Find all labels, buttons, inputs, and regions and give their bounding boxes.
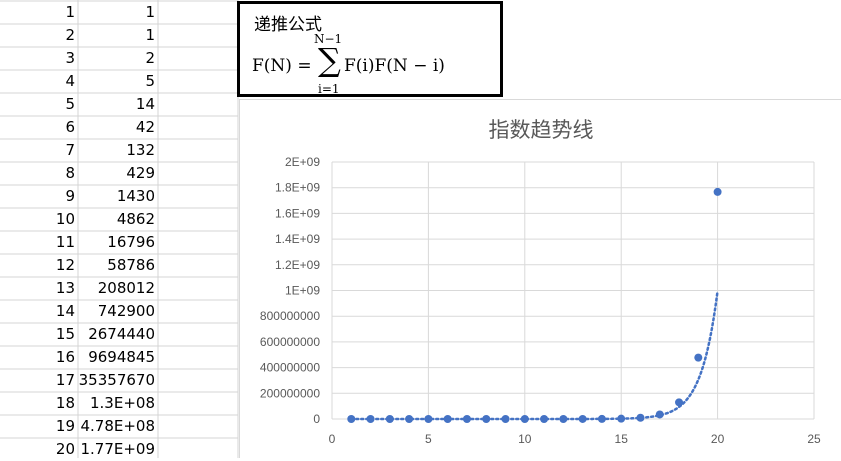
cell-n[interactable]: 1 xyxy=(65,3,75,21)
data-point[interactable] xyxy=(501,414,510,423)
x-tick-label: 25 xyxy=(807,432,821,446)
formula-upper-limit: N−1 xyxy=(314,32,343,46)
y-tick-label: 2E+09 xyxy=(285,155,320,169)
cell-value[interactable]: 9694845 xyxy=(88,348,155,366)
data-point[interactable] xyxy=(675,398,684,407)
cell-n[interactable]: 15 xyxy=(55,325,75,343)
y-tick-label: 600000000 xyxy=(260,335,320,349)
sigma-symbol: ∑ xyxy=(318,41,341,79)
y-tick-label: 1.8E+09 xyxy=(275,181,320,195)
formula-textbox[interactable]: 递推公式 F(N) = N−1 ∑ i=1 F(i)F(N − i) xyxy=(237,1,503,97)
cell-n[interactable]: 12 xyxy=(55,256,75,274)
x-tick-label: 0 xyxy=(329,432,336,446)
cell-value[interactable]: 2 xyxy=(145,49,155,67)
formula-lower-limit: i=1 xyxy=(318,82,340,96)
data-point[interactable] xyxy=(482,414,491,423)
cell-value[interactable]: 16796 xyxy=(107,233,155,251)
cell-value[interactable]: 5 xyxy=(145,72,155,90)
cell-value[interactable]: 42 xyxy=(135,118,155,136)
exponential-trendline xyxy=(350,289,719,421)
data-point[interactable] xyxy=(578,414,587,423)
data-point[interactable] xyxy=(405,415,414,423)
data-point[interactable] xyxy=(694,353,703,362)
cell-n[interactable]: 8 xyxy=(65,164,75,182)
y-tick-label: 800000000 xyxy=(260,309,320,323)
y-tick-label: 1.6E+09 xyxy=(275,206,320,220)
data-point[interactable] xyxy=(559,414,568,423)
data-point[interactable] xyxy=(540,414,549,423)
cell-n[interactable]: 6 xyxy=(65,118,75,136)
x-tick-label: 5 xyxy=(425,432,432,446)
y-tick-label: 1.2E+09 xyxy=(275,258,320,272)
cell-value[interactable]: 1 xyxy=(145,3,155,21)
y-tick-label: 1E+09 xyxy=(285,284,320,298)
cell-n[interactable]: 14 xyxy=(55,302,75,320)
scatter-chart: 0 200000000 400000000 600000000 800000000 1E+… xyxy=(260,155,821,446)
cell-n[interactable]: 16 xyxy=(55,348,75,366)
cell-value[interactable]: 429 xyxy=(126,164,155,182)
x-tick-label: 15 xyxy=(615,432,629,446)
cell-n[interactable]: 10 xyxy=(55,210,75,228)
data-point[interactable] xyxy=(385,415,394,423)
y-tick-label: 0 xyxy=(313,412,320,426)
cell-n[interactable]: 5 xyxy=(65,95,75,113)
y-tick-label: 1.4E+09 xyxy=(275,232,320,246)
data-point[interactable] xyxy=(347,415,356,423)
cell-n[interactable]: 20 xyxy=(55,440,75,458)
data-point[interactable] xyxy=(462,414,471,423)
cell-n[interactable]: 18 xyxy=(55,394,75,412)
cell-n[interactable]: 3 xyxy=(65,49,75,67)
cell-n[interactable]: 11 xyxy=(55,233,75,251)
data-point[interactable] xyxy=(366,415,375,423)
x-tick-label: 20 xyxy=(711,432,725,446)
cell-n[interactable]: 4 xyxy=(65,72,75,90)
data-point[interactable] xyxy=(520,414,529,423)
cell-n[interactable]: 17 xyxy=(55,371,75,389)
cell-n[interactable]: 9 xyxy=(65,187,75,205)
cell-value[interactable]: 1430 xyxy=(116,187,155,205)
cell-value[interactable]: 1.3E+08 xyxy=(90,394,155,412)
cell-n[interactable]: 7 xyxy=(65,141,75,159)
data-point[interactable] xyxy=(597,414,606,423)
cell-n[interactable]: 19 xyxy=(55,417,75,435)
formula-lhs: F(N) = xyxy=(252,56,312,76)
cell-value[interactable]: 1.77E+09 xyxy=(80,440,155,458)
cell-value[interactable]: 58786 xyxy=(107,256,155,274)
data-point[interactable] xyxy=(636,413,645,422)
cell-n[interactable]: 2 xyxy=(65,26,75,44)
chart-area[interactable]: 指数趋势线 0 200000000 400000000 600000000 800000… xyxy=(239,99,841,458)
x-tick-label: 10 xyxy=(518,432,532,446)
cell-value[interactable]: 35357670 xyxy=(78,371,155,389)
y-tick-label: 400000000 xyxy=(260,361,320,375)
data-point[interactable] xyxy=(617,414,626,423)
y-tick-label: 200000000 xyxy=(260,386,320,400)
cell-value[interactable]: 4.78E+08 xyxy=(80,417,155,435)
formula-title: 递推公式 xyxy=(254,15,322,35)
data-point[interactable] xyxy=(424,415,433,423)
data-point[interactable] xyxy=(443,415,452,423)
cell-value[interactable]: 132 xyxy=(126,141,155,159)
cell-n[interactable]: 13 xyxy=(55,279,75,297)
cell-value[interactable]: 208012 xyxy=(97,279,155,297)
data-point[interactable] xyxy=(655,410,664,419)
data-point[interactable] xyxy=(713,187,722,196)
formula-rhs: F(i)F(N − i) xyxy=(344,56,445,76)
cell-value[interactable]: 1 xyxy=(145,26,155,44)
chart-title: 指数趋势线 xyxy=(488,118,594,142)
cell-value[interactable]: 14 xyxy=(135,95,155,113)
cell-value[interactable]: 4862 xyxy=(116,210,155,228)
cell-value[interactable]: 742900 xyxy=(97,302,155,320)
cell-value[interactable]: 2674440 xyxy=(88,325,155,343)
